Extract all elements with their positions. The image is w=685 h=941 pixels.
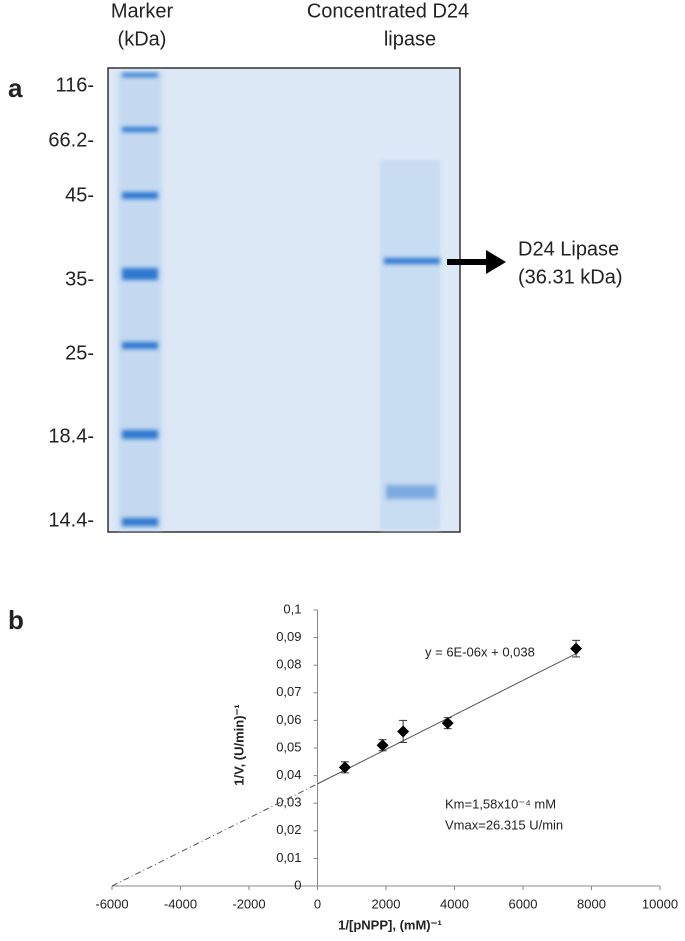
y-tick-label: 0,1	[283, 601, 301, 616]
x-tick-label: -4000	[164, 896, 197, 911]
x-tick-label: 2000	[372, 896, 401, 911]
x-tick-label: 10000	[642, 896, 678, 911]
lane-header: lipase	[384, 28, 436, 50]
marker-label: 35-	[65, 268, 94, 290]
y-tick-label: 0,01	[276, 850, 301, 865]
gel	[107, 67, 461, 533]
y-tick-label: 0,06	[276, 712, 301, 727]
marker-label: 116-	[55, 74, 94, 96]
sample-lane	[380, 160, 440, 530]
point	[338, 761, 351, 774]
y-tick-label: 0,07	[276, 684, 301, 699]
panel-label: b	[8, 605, 24, 635]
marker-label: 25-	[65, 342, 94, 364]
lane-header: (kDa)	[118, 28, 167, 50]
x-tick-label: 6000	[509, 896, 538, 911]
point	[397, 725, 410, 738]
point	[376, 739, 389, 752]
marker-lane	[118, 72, 162, 530]
trendline-extrapolated	[111, 783, 318, 887]
band-label: (36.31 kDa)	[518, 266, 623, 288]
y-tick-label: 0,08	[276, 657, 301, 672]
point	[441, 717, 454, 730]
marker-label: 14.4-	[48, 509, 94, 531]
y-tick-label: 0,02	[276, 822, 301, 837]
annotation: Km=1,58x10⁻⁴ mM	[445, 796, 556, 811]
marker-label: 45-	[65, 184, 94, 206]
x-tick-label: 0	[314, 896, 321, 911]
y-tick-label: 0,09	[276, 629, 301, 644]
x-tick-label: -2000	[232, 896, 265, 911]
annotation: Vmax=26.315 U/min	[445, 817, 563, 832]
arrow-head	[486, 250, 506, 274]
lane-header: Marker	[111, 0, 174, 22]
x-tick-label: 8000	[577, 896, 606, 911]
panel-label: a	[8, 73, 23, 103]
marker-label: 66.2-	[48, 129, 94, 151]
y-tick-label: 0,04	[276, 767, 301, 782]
y-axis-label: 1/V, (U/min)⁻¹	[231, 704, 246, 786]
equation: y = 6E-06x + 0,038	[425, 644, 535, 659]
x-tick-label: 4000	[440, 896, 469, 911]
bands	[122, 73, 440, 526]
y-tick-label: 0,03	[276, 795, 301, 810]
y-tick-label: 0,05	[276, 739, 301, 754]
marker-label: 18.4-	[48, 425, 94, 447]
lane-header: Concentrated D24	[307, 0, 469, 22]
band-label: D24 Lipase	[518, 238, 619, 260]
point	[570, 642, 583, 655]
x-axis-label: 1/[pNPP], (mM)⁻¹	[338, 917, 442, 932]
x-tick-label: -6000	[95, 896, 128, 911]
y-tick-label: 0	[294, 877, 301, 892]
